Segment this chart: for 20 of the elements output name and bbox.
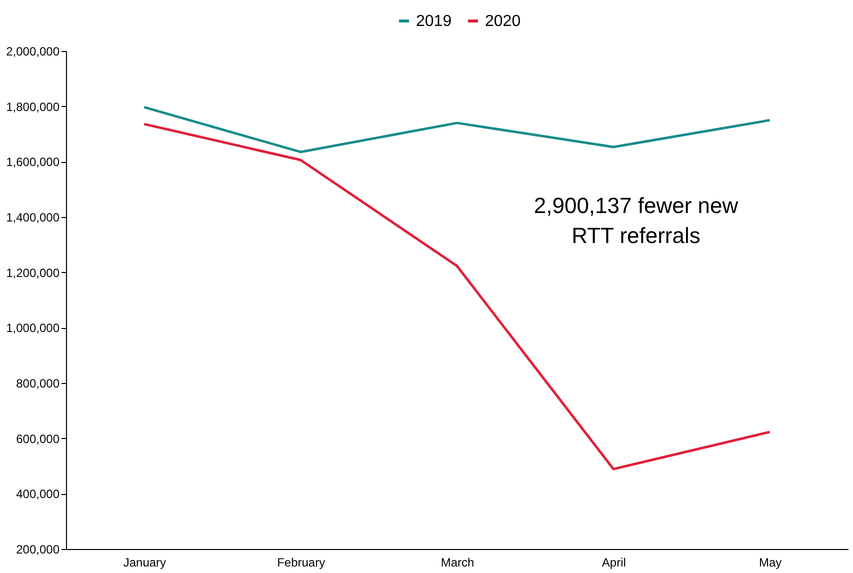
legend-label: 2020 [485, 13, 521, 30]
y-tick-label: 1,600,000 [6, 155, 60, 170]
y-tick-label: 400,000 [16, 487, 60, 502]
x-tick-label: April [602, 556, 626, 570]
y-tick-label: 1,400,000 [6, 210, 60, 224]
legend-label: 2019 [416, 13, 452, 30]
y-tick-label: 1,200,000 [6, 266, 60, 280]
x-tick-label: January [123, 556, 166, 570]
line-series [142, 122, 772, 470]
x-tick-label: May [758, 556, 782, 570]
y-tick-label: 600,000 [16, 432, 60, 446]
y-tick-label: 200,000 [16, 542, 60, 556]
x-tick-label: March [440, 556, 474, 570]
y-tick-label: 1,000,000 [6, 321, 60, 336]
y-tick-label: 2,000,000 [6, 44, 60, 58]
x-tick-label: February [277, 556, 326, 570]
line-series [142, 106, 772, 154]
annotation: 2,900,137 fewer new RTT referrals [534, 193, 738, 248]
y-tick-label: 800,000 [16, 376, 60, 390]
y-tick-label: 1,800,000 [6, 100, 60, 114]
